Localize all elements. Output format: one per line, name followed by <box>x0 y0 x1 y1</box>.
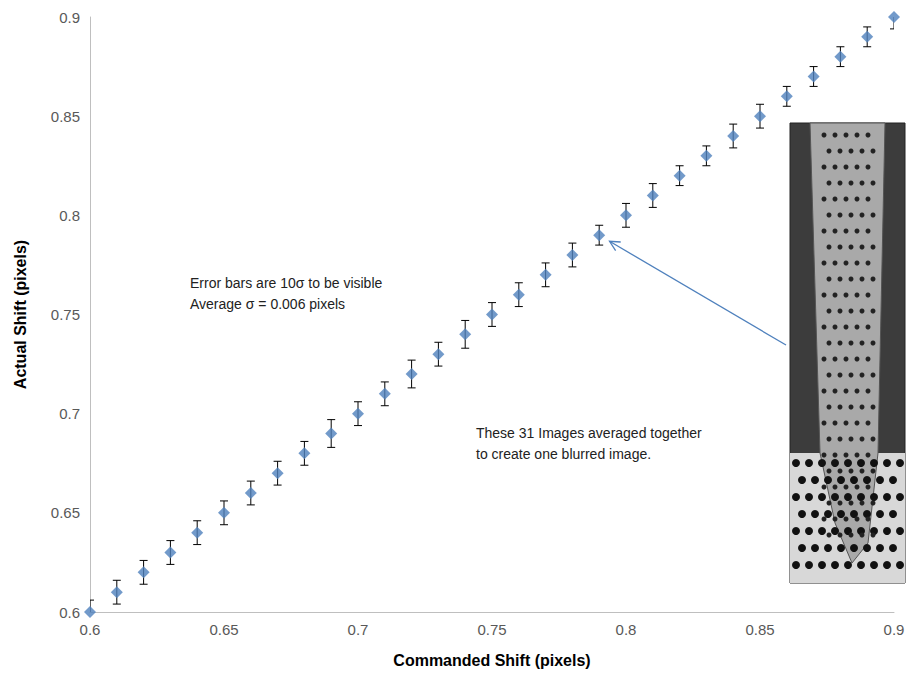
svg-text:0.9: 0.9 <box>59 9 80 26</box>
svg-text:0.9: 0.9 <box>884 621 905 638</box>
svg-text:0.65: 0.65 <box>51 504 80 521</box>
svg-text:to create one blurred image.: to create one blurred image. <box>476 446 651 462</box>
svg-text:Average σ = 0.006 pixels: Average σ = 0.006 pixels <box>190 296 345 312</box>
svg-text:0.75: 0.75 <box>51 306 80 323</box>
svg-text:0.6: 0.6 <box>59 604 80 621</box>
svg-text:0.7: 0.7 <box>59 405 80 422</box>
svg-text:These 31 Images averaged toget: These 31 Images averaged together <box>476 425 702 441</box>
svg-text:Error bars are 10σ to be visib: Error bars are 10σ to be visible <box>190 275 382 291</box>
svg-text:0.8: 0.8 <box>616 621 637 638</box>
svg-text:0.65: 0.65 <box>209 621 238 638</box>
svg-text:0.85: 0.85 <box>51 108 80 125</box>
svg-text:0.7: 0.7 <box>348 621 369 638</box>
svg-text:0.8: 0.8 <box>59 207 80 224</box>
svg-text:0.6: 0.6 <box>80 621 101 638</box>
svg-text:0.85: 0.85 <box>745 621 774 638</box>
svg-text:Commanded Shift (pixels): Commanded Shift (pixels) <box>393 652 590 669</box>
svg-text:0.75: 0.75 <box>477 621 506 638</box>
svg-text:Actual Shift (pixels): Actual Shift (pixels) <box>12 240 29 389</box>
